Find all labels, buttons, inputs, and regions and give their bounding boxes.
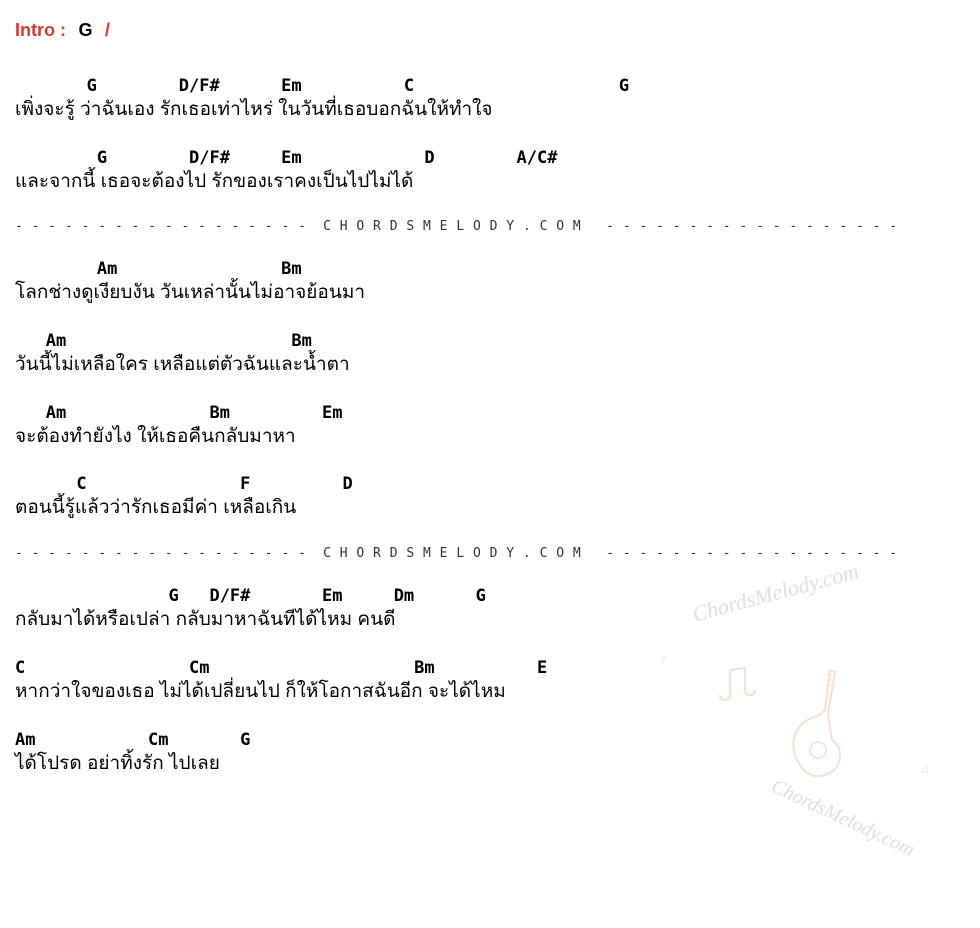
song-line: C F D ตอนนี้รู้แล้วว่ารักเธอมีค่า เหลือเ… bbox=[15, 474, 965, 521]
intro-slash: / bbox=[105, 20, 110, 40]
song-line: C Cm Bm E หากว่าใจของเธอ ไม่ได้เปลี่ยนไป… bbox=[15, 658, 965, 705]
chord-row: G D/F# Em D A/C# bbox=[15, 148, 965, 170]
chord-row: Am Cm G bbox=[15, 730, 965, 752]
lyric-row: เพิ่งจะรู้ ว่าฉันเอง รักเธอเท่าไหร่ ในวั… bbox=[15, 98, 965, 123]
section-divider: - - - - - - - - - - - - - - - - - - C H … bbox=[15, 546, 965, 561]
chord-row: G D/F# Em Dm G bbox=[15, 586, 965, 608]
intro-label: Intro : bbox=[15, 20, 66, 40]
lyric-row: ได้โปรด อย่าทิ้งรัก ไปเลย bbox=[15, 752, 965, 777]
song-line: Am Bm Em จะต้องทำยังไง ให้เธอคืนกลับมาหา bbox=[15, 403, 965, 450]
intro-chord: G bbox=[78, 20, 92, 40]
chord-row: C Cm Bm E bbox=[15, 658, 965, 680]
lyric-row: กลับมาได้หรือเปล่า กลับมาหาฉันทีได้ไหม ค… bbox=[15, 608, 965, 633]
lyric-row: และจากนี้ เธอจะต้องไป รักของเราคงเป็นไปไ… bbox=[15, 170, 965, 195]
lyric-row: โลกช่างดูเงียบงัน วันเหล่านั้นไม่อาจย้อน… bbox=[15, 281, 965, 306]
lyric-row: วันนี้ไม่เหลือใคร เหลือแต่ตัวฉันและน้ำตา bbox=[15, 353, 965, 378]
intro-line: Intro : G / bbox=[15, 20, 965, 41]
chord-row: G D/F# Em C G bbox=[15, 76, 965, 98]
lyric-row: ตอนนี้รู้แล้วว่ารักเธอมีค่า เหลือเกิน bbox=[15, 496, 965, 521]
song-line: G D/F# Em C G เพิ่งจะรู้ ว่าฉันเอง รักเธ… bbox=[15, 76, 965, 123]
song-line: Am Bm โลกช่างดูเงียบงัน วันเหล่านั้นไม่อ… bbox=[15, 259, 965, 306]
lyric-row: หากว่าใจของเธอ ไม่ได้เปลี่ยนไป ก็ให้โอกา… bbox=[15, 680, 965, 705]
watermark-text-bottom: ChordsMelody.com bbox=[767, 775, 918, 862]
chord-row: C F D bbox=[15, 474, 965, 496]
chord-row: Am Bm Em bbox=[15, 403, 965, 425]
song-line: G D/F# Em Dm G กลับมาได้หรือเปล่า กลับมา… bbox=[15, 586, 965, 633]
section-divider: - - - - - - - - - - - - - - - - - - C H … bbox=[15, 219, 965, 234]
song-line: Am Bm วันนี้ไม่เหลือใคร เหลือแต่ตัวฉันแล… bbox=[15, 331, 965, 378]
chord-row: Am Bm bbox=[15, 331, 965, 353]
chord-row: Am Bm bbox=[15, 259, 965, 281]
song-line: Am Cm G ได้โปรด อย่าทิ้งรัก ไปเลย bbox=[15, 730, 965, 777]
song-line: G D/F# Em D A/C# และจากนี้ เธอจะต้องไป ร… bbox=[15, 148, 965, 195]
lyric-row: จะต้องทำยังไง ให้เธอคืนกลับมาหา bbox=[15, 425, 965, 450]
